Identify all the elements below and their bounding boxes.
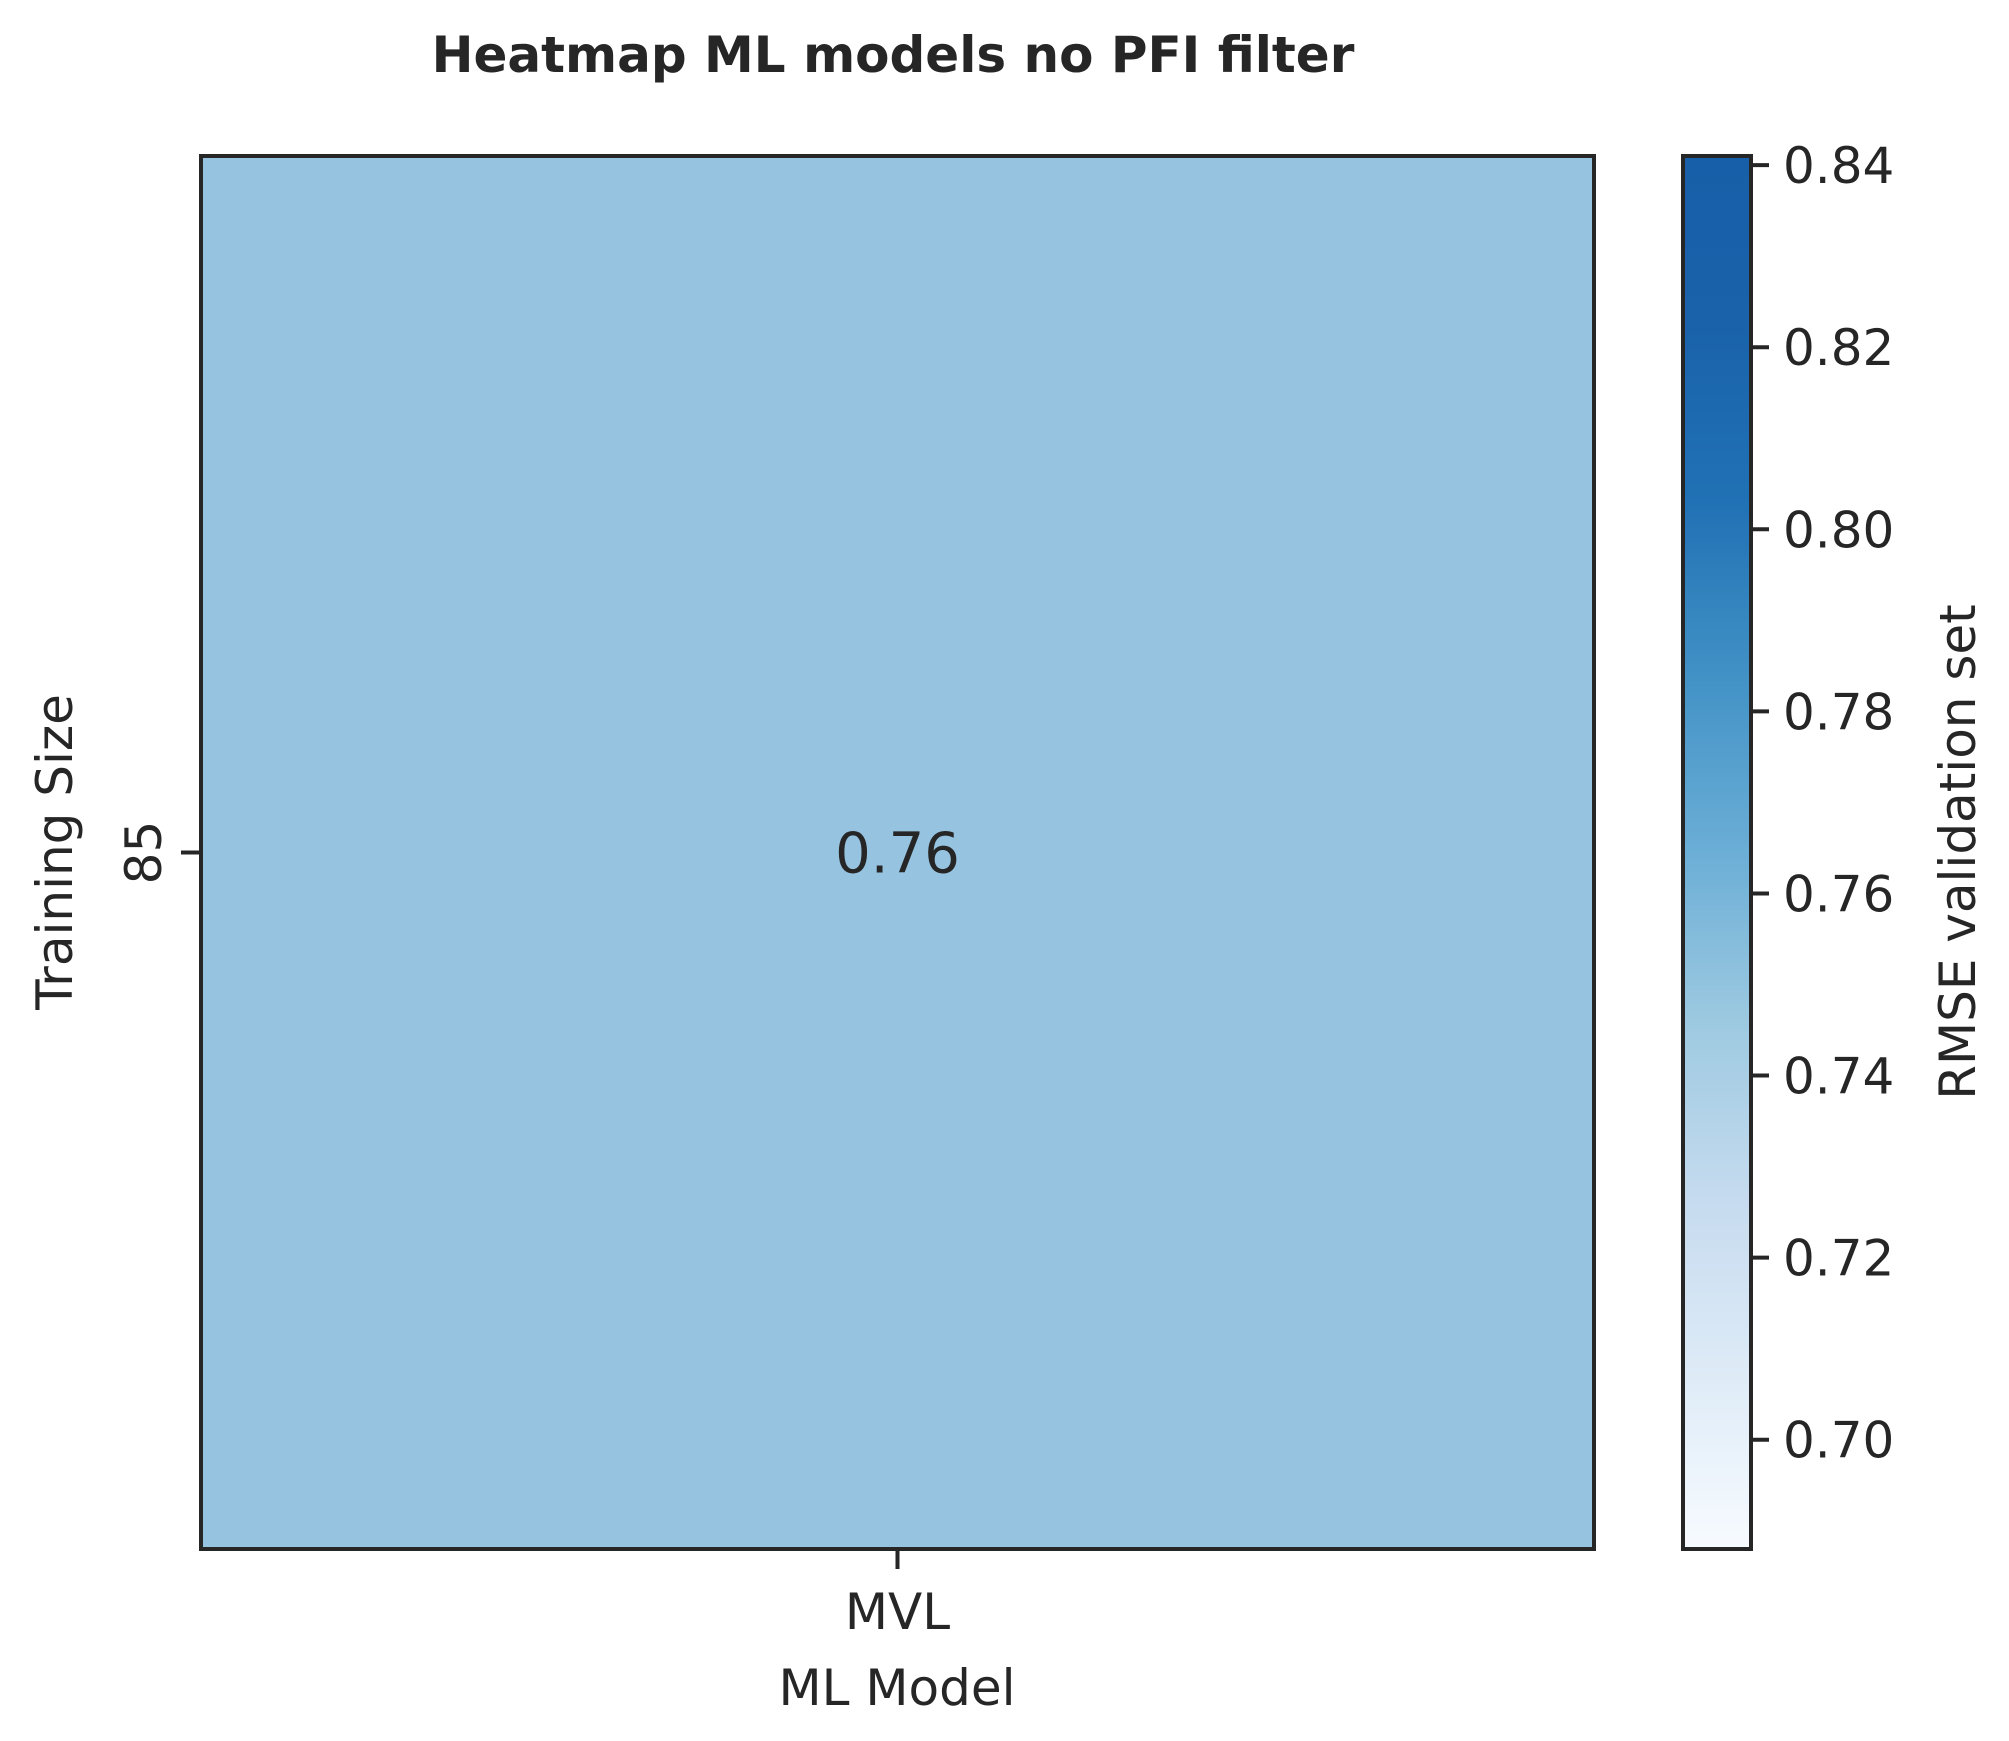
colorbar-tick-label: 0.74 <box>1783 1048 1894 1106</box>
colorbar-label: RMSE validation set <box>1929 604 1987 1100</box>
cell-value-label: 0.76 <box>835 822 960 887</box>
colorbar-tick-label: 0.82 <box>1783 319 1894 377</box>
y-axis-label: Training Size <box>26 694 84 1011</box>
colorbar-tick-label: 0.76 <box>1783 865 1894 923</box>
x-axis-label: ML Model <box>778 1659 1015 1717</box>
chart-title: Heatmap ML models no PFI filter <box>432 26 1355 84</box>
heatmap-cell <box>201 156 1594 1549</box>
colorbar-ticks: 0.70 0.72 0.74 0.76 0.78 0.80 0.82 0.84 <box>1751 137 1894 1470</box>
y-axis-ticks: 85 <box>115 821 201 885</box>
colorbar <box>1681 154 1753 1551</box>
y-tick-label: 85 <box>115 821 173 885</box>
colorbar-tick-label: 0.80 <box>1783 501 1894 559</box>
heatmap-cells: 0.76 <box>201 156 1594 1549</box>
colorbar-tick-label: 0.70 <box>1783 1412 1894 1470</box>
x-axis-ticks: MVL <box>845 1549 950 1641</box>
x-tick-label: MVL <box>845 1583 950 1641</box>
colorbar-tick-label: 0.78 <box>1783 683 1894 741</box>
colorbar-tick-label: 0.84 <box>1783 137 1894 195</box>
colorbar-tick-label: 0.72 <box>1783 1230 1894 1288</box>
